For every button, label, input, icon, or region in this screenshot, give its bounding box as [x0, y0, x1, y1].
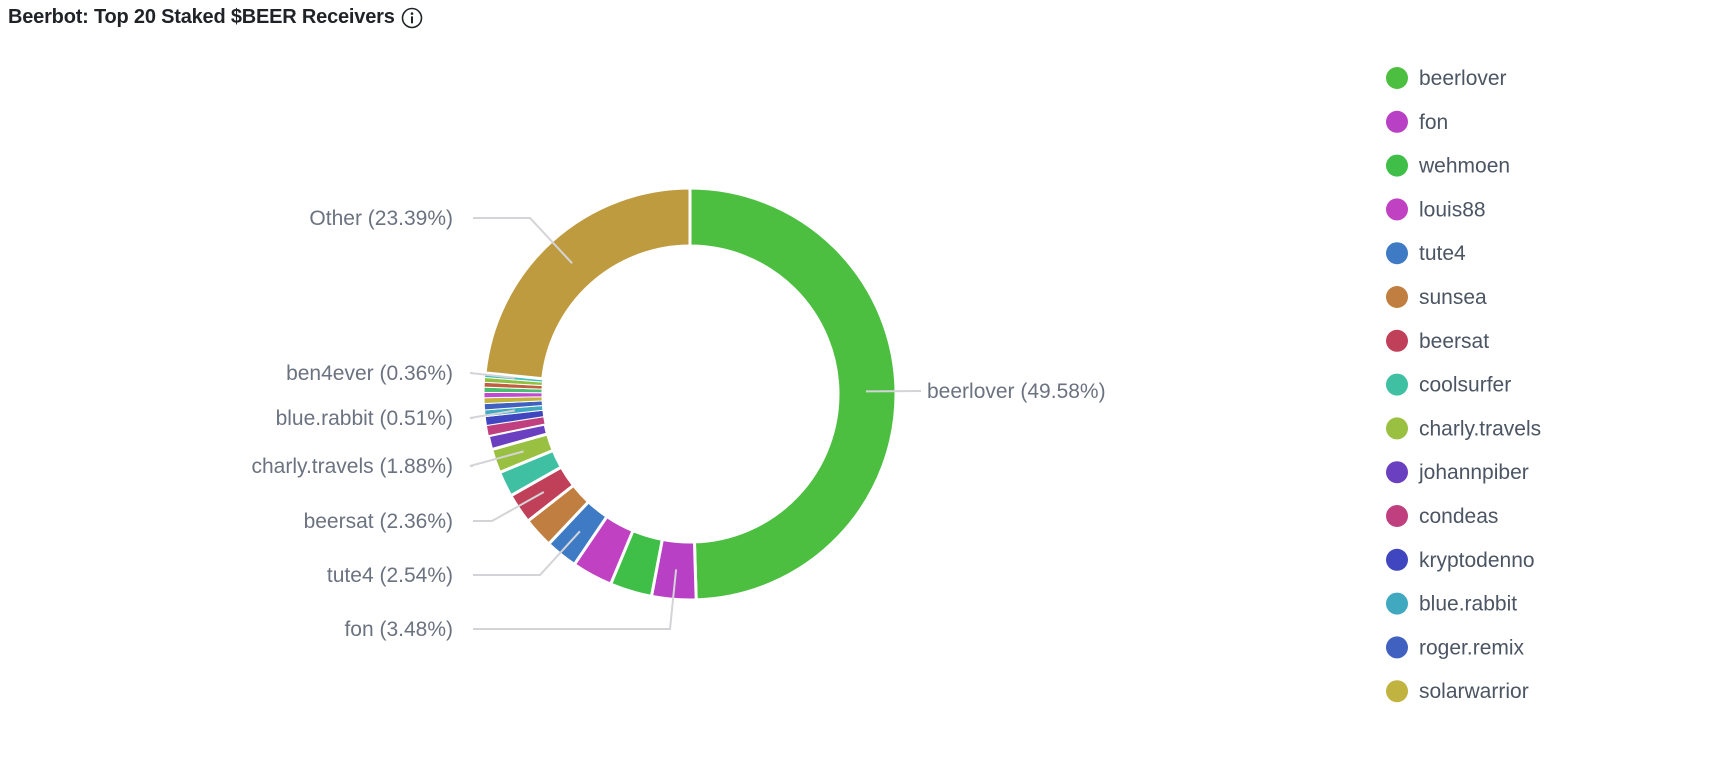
callout-label-tute4: tute4 (2.54%) [327, 564, 453, 587]
legend-swatch [1386, 242, 1408, 265]
legend-label: charly.travels [1419, 417, 1541, 440]
info-circle-icon[interactable] [401, 7, 423, 29]
callout-line-tute4 [473, 530, 581, 576]
legend-label: sunsea [1419, 286, 1487, 309]
legend-swatch [1386, 198, 1408, 221]
legend-item-charly-travels[interactable]: charly.travels [1386, 417, 1541, 440]
legend-item-tute4[interactable]: tute4 [1386, 242, 1466, 265]
legend-item-louis88[interactable]: louis88 [1386, 198, 1486, 221]
callout-line-fon [473, 569, 678, 630]
legend-item-beersat[interactable]: beersat [1386, 329, 1489, 353]
legend-swatch [1386, 373, 1408, 396]
legend-swatch [1386, 67, 1408, 89]
callout-label-charly-travels: charly.travels (1.88%) [251, 455, 453, 478]
legend-item-blue-rabbit[interactable]: blue.rabbit [1386, 592, 1517, 616]
chart-header: Beerbot: Top 20 Staked $BEER Receivers [8, 6, 423, 29]
slice-other[interactable] [483, 186, 692, 381]
callout-line-ben4ever [469, 372, 515, 379]
chart-title: Beerbot: Top 20 Staked $BEER Receivers [8, 6, 395, 28]
callout-label-beerlover: beerlover (49.58%) [927, 380, 1106, 403]
legend-label: blue.rabbit [1419, 593, 1517, 616]
callout-label-blue-rabbit: blue.rabbit (0.51%) [276, 407, 453, 430]
legend-item-kryptodenno[interactable]: kryptodenno [1386, 548, 1535, 572]
legend-label: beersat [1419, 330, 1489, 353]
legend-swatch [1386, 417, 1408, 440]
callout-line-beersat [473, 491, 545, 522]
legend-item-johannpiber[interactable]: johannpiber [1386, 461, 1529, 484]
legend-label: johannpiber [1418, 461, 1529, 484]
legend-swatch [1386, 548, 1408, 571]
legend-label: solarwarrior [1419, 680, 1529, 703]
legend-label: roger.remix [1419, 636, 1525, 659]
legend-swatch [1386, 680, 1408, 703]
legend-item-beerlover[interactable]: beerlover [1386, 67, 1507, 90]
legend-item-roger-remix[interactable]: roger.remix [1386, 636, 1525, 659]
legend-label: fon [1419, 111, 1448, 134]
legend-swatch [1386, 110, 1408, 133]
legend-swatch [1386, 636, 1408, 659]
slice-beerlover[interactable] [688, 186, 898, 602]
callout-label-other: Other (23.39%) [309, 207, 453, 230]
callout-line-blue-rabbit [469, 409, 515, 419]
legend-item-coolsurfer[interactable]: coolsurfer [1386, 373, 1511, 397]
legend-label: coolsurfer [1419, 374, 1511, 397]
callout-label-ben4ever: ben4ever (0.36%) [286, 362, 453, 385]
legend-swatch [1386, 505, 1408, 527]
callout-label-fon: fon (3.48%) [344, 618, 453, 641]
callout-line-other [473, 217, 573, 264]
legend-item-sunsea[interactable]: sunsea [1386, 286, 1487, 309]
legend-label: kryptodenno [1419, 549, 1535, 572]
callout-line-charly-travels [469, 450, 524, 467]
legend-label: condeas [1419, 505, 1498, 528]
legend-label: wehmoen [1418, 155, 1510, 178]
legend-swatch [1386, 461, 1408, 484]
legend-item-fon[interactable]: fon [1386, 110, 1448, 134]
legend-label: louis88 [1419, 198, 1486, 221]
callout-label-beersat: beersat (2.36%) [304, 510, 453, 533]
callout-labels: beerlover (49.58%) fon (3.48%) tute4 (2.54… [251, 207, 1105, 641]
legend-swatch [1386, 154, 1408, 177]
legend-item-wehmoen[interactable]: wehmoen [1386, 154, 1510, 178]
legend-swatch [1386, 592, 1408, 615]
legend: beerlover fon wehmoen louis88 tute4 sunsea bee… [1386, 67, 1541, 703]
donut-slices [483, 186, 898, 602]
legend-swatch [1386, 286, 1408, 308]
legend-label: tute4 [1419, 242, 1466, 265]
legend-item-condeas[interactable]: condeas [1386, 505, 1498, 528]
legend-item-solarwarrior[interactable]: solarwarrior [1386, 680, 1529, 703]
legend-label: beerlover [1419, 67, 1507, 90]
legend-swatch [1386, 329, 1408, 352]
